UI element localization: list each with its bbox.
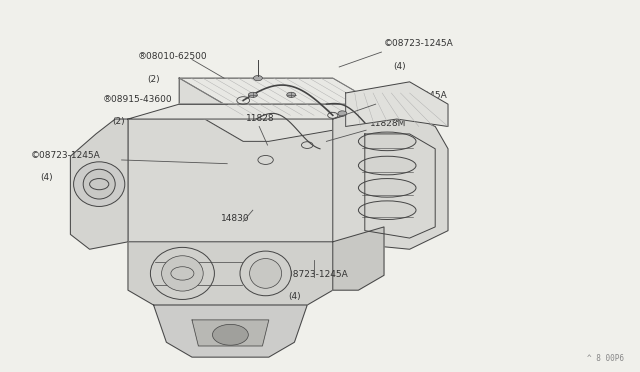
Text: (2): (2) <box>112 118 125 126</box>
Ellipse shape <box>74 162 125 206</box>
Text: (4): (4) <box>40 173 53 182</box>
Circle shape <box>338 111 347 116</box>
Circle shape <box>287 92 296 97</box>
Text: ®08915-43600: ®08915-43600 <box>102 95 172 104</box>
Ellipse shape <box>358 132 416 151</box>
Text: 14830: 14830 <box>221 214 250 223</box>
Ellipse shape <box>358 179 416 197</box>
Polygon shape <box>179 104 333 141</box>
Polygon shape <box>128 242 333 305</box>
Circle shape <box>212 324 248 345</box>
Polygon shape <box>179 78 397 115</box>
Polygon shape <box>179 78 243 141</box>
Polygon shape <box>154 305 307 357</box>
Text: (4): (4) <box>394 62 406 71</box>
Ellipse shape <box>250 259 282 288</box>
Ellipse shape <box>358 156 416 175</box>
Polygon shape <box>333 227 384 290</box>
Polygon shape <box>128 104 384 119</box>
Text: ©08723-1245A: ©08723-1245A <box>278 270 348 279</box>
Polygon shape <box>346 82 448 126</box>
Text: ®08010-62500: ®08010-62500 <box>138 52 207 61</box>
Text: 11828M: 11828M <box>370 119 406 128</box>
Circle shape <box>248 92 257 97</box>
Ellipse shape <box>83 169 115 199</box>
Ellipse shape <box>161 256 204 291</box>
Polygon shape <box>333 104 448 249</box>
Polygon shape <box>192 320 269 346</box>
Ellipse shape <box>240 251 291 296</box>
Polygon shape <box>333 104 384 242</box>
Text: (4): (4) <box>288 292 301 301</box>
Text: ©08723-1245A: ©08723-1245A <box>384 39 454 48</box>
Text: (4): (4) <box>387 114 400 123</box>
Ellipse shape <box>150 247 214 299</box>
Polygon shape <box>70 119 128 249</box>
Circle shape <box>253 76 262 81</box>
Text: ©08723-1245A: ©08723-1245A <box>378 92 447 100</box>
Ellipse shape <box>358 201 416 219</box>
Text: 11828: 11828 <box>246 114 275 123</box>
Text: ^ 8 00P6: ^ 8 00P6 <box>587 354 624 363</box>
Text: (2): (2) <box>147 75 160 84</box>
Polygon shape <box>128 119 333 242</box>
Text: ©08723-1245A: ©08723-1245A <box>31 151 100 160</box>
